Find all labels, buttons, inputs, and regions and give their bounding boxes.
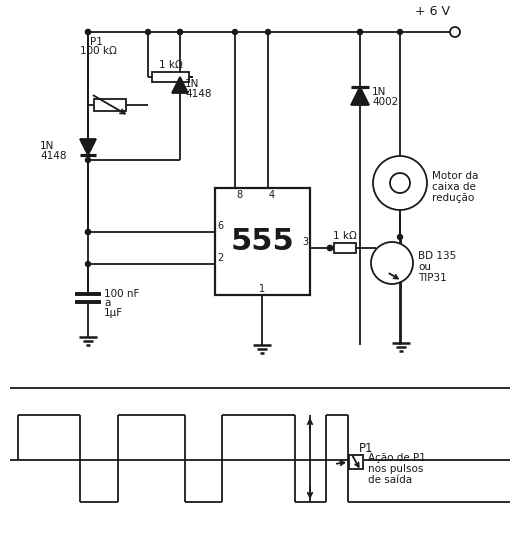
Circle shape <box>85 229 90 234</box>
Bar <box>94 99 126 111</box>
Circle shape <box>85 229 90 234</box>
Circle shape <box>397 234 402 239</box>
Text: 1: 1 <box>259 284 266 294</box>
Text: 8: 8 <box>236 190 242 200</box>
Polygon shape <box>172 77 188 93</box>
Text: P1: P1 <box>359 442 373 455</box>
Bar <box>334 243 356 253</box>
Text: 4148: 4148 <box>40 151 67 161</box>
Circle shape <box>390 173 410 193</box>
Text: 4148: 4148 <box>185 89 212 99</box>
Text: 1N: 1N <box>372 87 386 97</box>
Text: 1N: 1N <box>40 141 55 151</box>
Text: 1μF: 1μF <box>104 308 123 318</box>
Text: de saída: de saída <box>368 475 412 485</box>
Circle shape <box>177 29 183 34</box>
Text: P1: P1 <box>90 37 103 47</box>
Text: 100 nF: 100 nF <box>104 289 139 299</box>
Circle shape <box>328 246 332 251</box>
Text: 6: 6 <box>217 221 223 231</box>
Circle shape <box>232 29 238 34</box>
Text: 3: 3 <box>302 237 308 247</box>
Text: 4: 4 <box>269 190 275 200</box>
Circle shape <box>328 246 332 251</box>
Text: 1N: 1N <box>185 79 199 89</box>
Bar <box>215 188 310 295</box>
Text: 1 kΩ: 1 kΩ <box>333 231 357 241</box>
Bar <box>349 455 363 469</box>
Text: 2: 2 <box>217 253 223 263</box>
Circle shape <box>397 29 402 34</box>
Circle shape <box>85 158 90 163</box>
Polygon shape <box>351 87 369 105</box>
Circle shape <box>371 242 413 284</box>
Text: redução: redução <box>432 193 474 203</box>
Polygon shape <box>80 139 96 155</box>
Text: nos pulsos: nos pulsos <box>368 464 423 474</box>
Text: 1 kΩ: 1 kΩ <box>159 60 183 70</box>
Circle shape <box>373 156 427 210</box>
Text: 4002: 4002 <box>372 97 398 107</box>
Circle shape <box>85 262 90 267</box>
Circle shape <box>85 29 90 34</box>
Circle shape <box>450 27 460 37</box>
Text: Motor da: Motor da <box>432 171 478 181</box>
Text: TIP31: TIP31 <box>418 273 447 283</box>
Text: caixa de: caixa de <box>432 182 476 192</box>
Text: + 6 V: + 6 V <box>415 5 450 18</box>
Circle shape <box>358 29 362 34</box>
Text: ou: ou <box>418 262 431 272</box>
Circle shape <box>358 29 362 34</box>
Text: 555: 555 <box>231 227 294 256</box>
Text: 100 kΩ: 100 kΩ <box>80 46 117 56</box>
Circle shape <box>177 29 183 34</box>
Bar <box>152 72 189 82</box>
Text: Ação de P1: Ação de P1 <box>368 453 426 463</box>
Text: a: a <box>104 298 110 308</box>
Text: BD 135: BD 135 <box>418 251 456 261</box>
Circle shape <box>146 29 150 34</box>
Circle shape <box>266 29 270 34</box>
Circle shape <box>85 29 90 34</box>
